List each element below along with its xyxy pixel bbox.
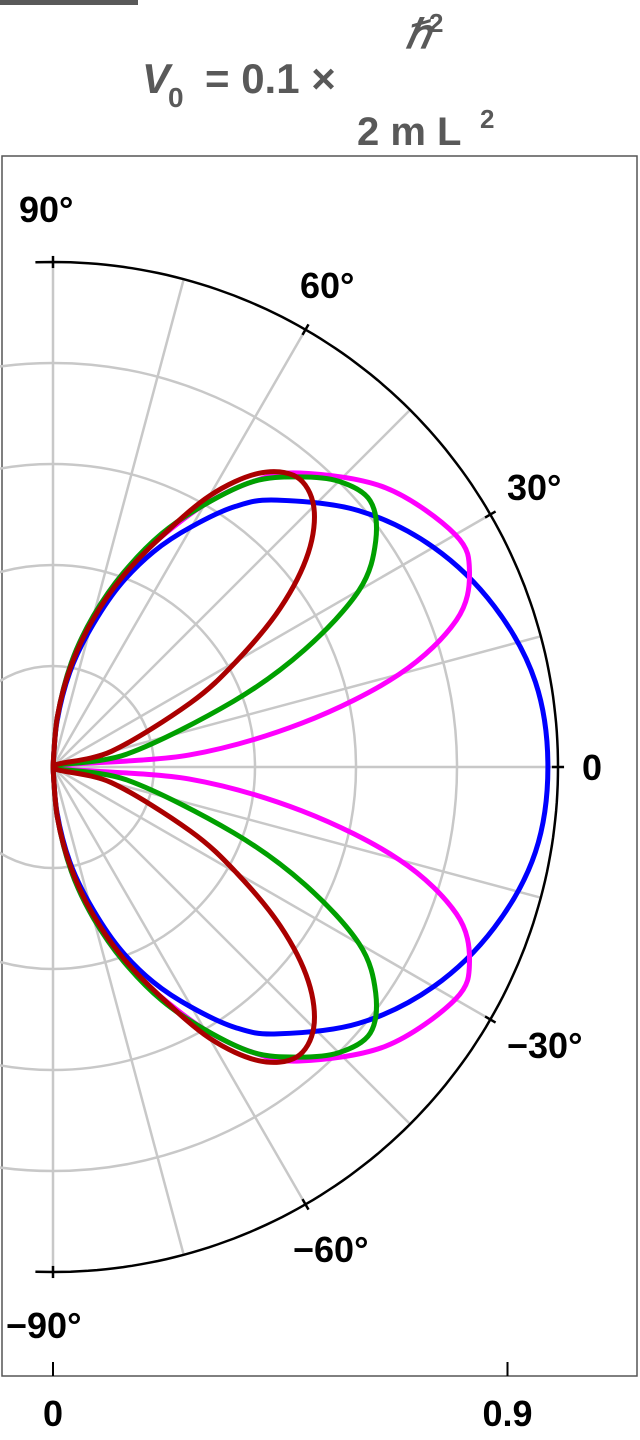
title-equals: = 0.1 × bbox=[205, 55, 336, 102]
radial-label: 0 bbox=[43, 1393, 63, 1434]
angle-label: 30° bbox=[507, 467, 561, 508]
grid-spoke bbox=[52, 765, 542, 899]
title-subscript: 0 bbox=[168, 82, 184, 113]
title-variable: V bbox=[142, 55, 171, 102]
angle-label: 90° bbox=[19, 189, 73, 230]
plot-frame bbox=[1, 155, 638, 1377]
title-numerator: ℏ bbox=[405, 13, 431, 57]
curves bbox=[50, 469, 551, 1065]
angle-tick bbox=[484, 510, 497, 519]
tick-labels: 90° 60° 30° 0 −30° −60° −90° 0 0.9 bbox=[6, 189, 602, 1434]
series-curve bbox=[50, 469, 317, 1065]
grid-spoke bbox=[51, 329, 307, 768]
grid-spoke bbox=[52, 635, 542, 769]
angle-label: −30° bbox=[507, 1025, 582, 1066]
radial-label: 0.9 bbox=[482, 1393, 532, 1434]
grid-spoke bbox=[52, 513, 491, 769]
grid-spoke bbox=[52, 409, 411, 768]
angle-tick bbox=[484, 1015, 497, 1024]
grid-spoke bbox=[52, 765, 491, 1021]
grid-spoke bbox=[51, 278, 185, 768]
title-denominator: 2 m L bbox=[357, 110, 462, 154]
title-fraction-bar bbox=[0, 0, 138, 5]
grid-spoke bbox=[51, 766, 307, 1205]
grid bbox=[0, 260, 560, 1274]
angle-label: 0 bbox=[582, 747, 602, 788]
angle-tick bbox=[301, 323, 310, 336]
plot-title: V 0 = 0.1 × ℏ 2 2 m L 2 bbox=[0, 0, 640, 160]
title-numerator-exponent: 2 bbox=[429, 8, 444, 38]
angle-label: −60° bbox=[293, 1229, 368, 1270]
grid-spoke bbox=[52, 766, 411, 1125]
ticks bbox=[51, 255, 565, 1376]
angle-label: 60° bbox=[300, 265, 354, 306]
title-denominator-exponent: 2 bbox=[480, 104, 495, 134]
angle-tick bbox=[301, 1198, 310, 1211]
angle-label: −90° bbox=[6, 1305, 81, 1346]
series-curve bbox=[50, 497, 551, 1037]
grid-spoke bbox=[51, 766, 185, 1256]
